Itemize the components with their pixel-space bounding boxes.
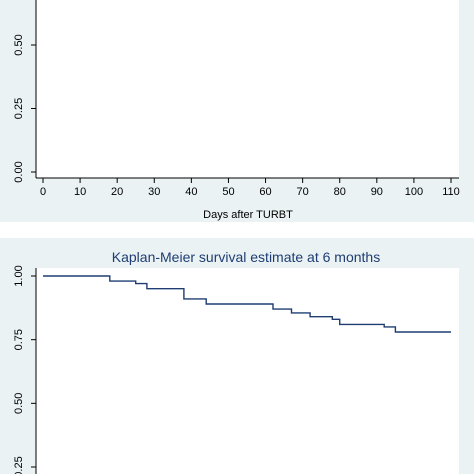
- x-ticks-top: 0 10 20 30 40 50 60 70 80 90 100 110: [40, 178, 460, 198]
- y-tick-label: 1.00: [13, 265, 25, 286]
- x-tick-label: 30: [148, 186, 160, 198]
- series-group: [43, 275, 451, 333]
- x-tick-label: 50: [222, 186, 234, 198]
- x-tick-label: 110: [442, 186, 460, 198]
- chart-title: Kaplan-Meier survival estimate at 6 mont…: [112, 249, 380, 265]
- survival-curve-line: [43, 275, 451, 333]
- x-tick-label: 70: [297, 186, 309, 198]
- x-tick-label: 80: [334, 186, 346, 198]
- x-tick-label: 10: [74, 186, 86, 198]
- y-ticks-bottom: 0.25 0.50 0.75 1.00: [13, 265, 36, 474]
- plot-area-bottom: [36, 268, 459, 474]
- y-tick-label: 0.75: [13, 329, 25, 350]
- x-tick-label: 100: [405, 186, 423, 198]
- x-axis-title: Days after TURBT: [203, 209, 293, 221]
- y-tick-label: 0.00: [13, 161, 25, 182]
- y-ticks-top: 0.00 0.25 0.50: [13, 34, 36, 183]
- y-tick-label: 0.50: [13, 34, 25, 55]
- plot-area-top: [36, 0, 459, 178]
- y-tick-label: 0.25: [13, 98, 25, 119]
- x-tick-label: 20: [111, 186, 123, 198]
- x-tick-label: 90: [371, 186, 383, 198]
- y-tick-label: 0.50: [13, 393, 25, 414]
- x-tick-label: 0: [40, 186, 46, 198]
- x-tick-label: 40: [185, 186, 197, 198]
- y-tick-label: 0.25: [13, 456, 25, 474]
- x-tick-label: 60: [259, 186, 271, 198]
